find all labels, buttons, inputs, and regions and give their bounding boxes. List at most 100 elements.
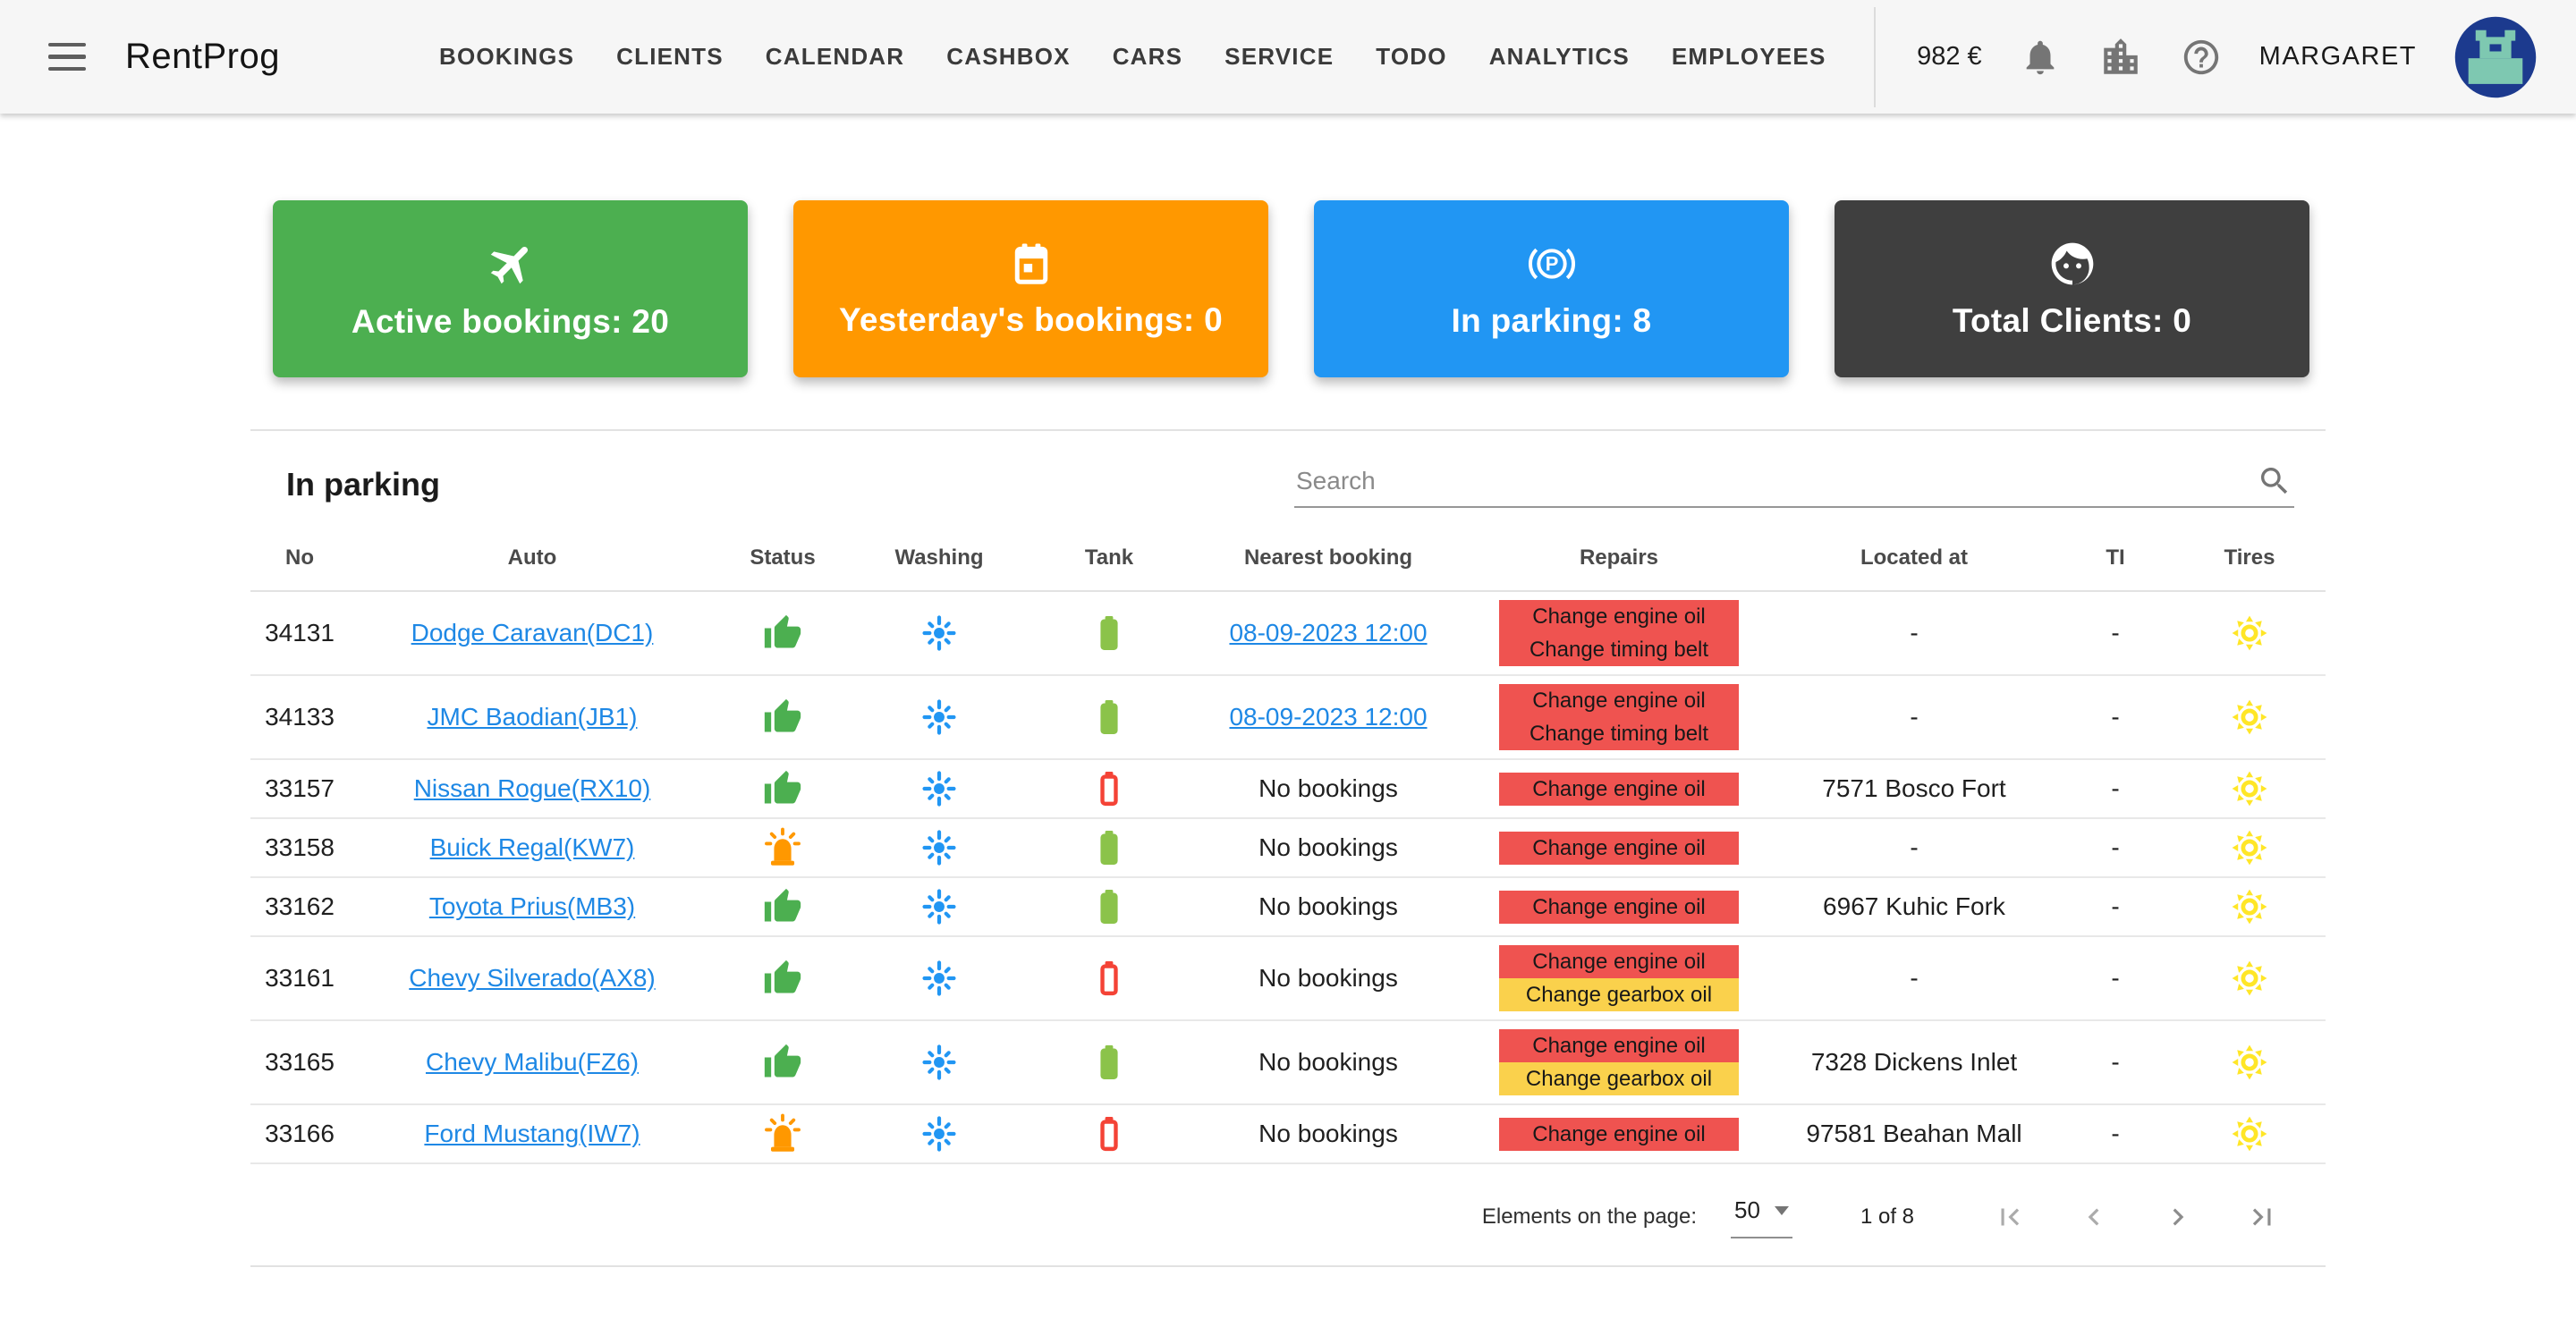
nav-item-cars[interactable]: CARS	[1112, 43, 1183, 70]
ti-text: -	[2111, 964, 2120, 992]
tank-full-icon[interactable]	[1089, 886, 1130, 927]
last-page-button[interactable]	[2245, 1200, 2279, 1234]
nav-item-cashbox[interactable]: CASHBOX	[946, 43, 1071, 70]
repair-chip[interactable]: Change engine oil	[1499, 890, 1739, 924]
car-link[interactable]: Toyota Prius(MB3)	[428, 892, 636, 920]
car-link[interactable]: Dodge Caravan(DC1)	[411, 619, 654, 647]
washing-icon[interactable]	[920, 1044, 958, 1081]
thumb-up-icon[interactable]	[763, 1043, 802, 1082]
company-building-icon[interactable]	[2098, 35, 2143, 80]
ti-text: -	[2111, 1120, 2120, 1147]
notifications-bell-icon[interactable]	[2020, 37, 2061, 78]
col-header-nearest[interactable]: Nearest booking	[1190, 531, 1467, 592]
repair-chip[interactable]: Change timing belt	[1499, 717, 1739, 750]
col-header-no[interactable]: No	[250, 531, 349, 592]
tank-full-icon[interactable]	[1089, 613, 1130, 654]
col-header-ti[interactable]: TI	[2057, 531, 2174, 592]
repair-chip[interactable]: Change timing belt	[1499, 633, 1739, 666]
card-active-bookings[interactable]: Active bookings: 20	[273, 200, 748, 377]
washing-icon[interactable]	[920, 770, 958, 807]
nearest-booking-link[interactable]: 08-09-2023 12:00	[1229, 703, 1428, 731]
svg-text:P: P	[1545, 252, 1558, 275]
thumb-up-icon[interactable]	[763, 697, 802, 737]
repair-chip[interactable]: Change engine oil	[1499, 1029, 1739, 1062]
balance-amount[interactable]: 982 €	[1917, 42, 1982, 71]
col-header-tires[interactable]: Tires	[2174, 531, 2326, 592]
car-link[interactable]: Buick Regal(KW7)	[429, 833, 635, 861]
page-size-select[interactable]: 50	[1731, 1195, 1792, 1238]
alarm-beacon-icon[interactable]	[762, 1113, 803, 1154]
repair-chip[interactable]: Change engine oil	[1499, 831, 1739, 865]
col-header-tank[interactable]: Tank	[1029, 531, 1190, 592]
nav-item-calendar[interactable]: CALENDAR	[765, 43, 905, 70]
repair-chip[interactable]: Change gearbox oil	[1499, 1062, 1739, 1095]
repair-chip[interactable]: Change engine oil	[1499, 600, 1739, 633]
col-header-repairs[interactable]: Repairs	[1467, 531, 1771, 592]
table-row: 33157 Nissan Rogue(RX10) No bookings Change…	[250, 759, 2326, 819]
nav-item-bookings[interactable]: BOOKINGS	[438, 43, 575, 70]
repair-chip[interactable]: Change gearbox oil	[1499, 978, 1739, 1011]
washing-icon[interactable]	[920, 1115, 958, 1153]
thumb-up-icon[interactable]	[763, 613, 802, 653]
previous-page-button[interactable]	[2077, 1200, 2111, 1234]
ti-text: -	[2111, 1048, 2120, 1076]
nav-item-service[interactable]: SERVICE	[1224, 43, 1335, 70]
main-nav: BOOKINGS CLIENTS CALENDAR CASHBOX CARS S…	[439, 43, 1826, 71]
sun-tires-icon[interactable]	[2231, 770, 2268, 807]
col-header-washing[interactable]: Washing	[850, 531, 1029, 592]
card-total-clients[interactable]: Total Clients: 0	[1835, 200, 2309, 377]
sun-tires-icon[interactable]	[2231, 1044, 2268, 1081]
help-icon[interactable]	[2181, 37, 2222, 78]
search-icon[interactable]	[2257, 463, 2292, 503]
tank-empty-icon[interactable]	[1089, 768, 1130, 809]
nav-item-clients[interactable]: CLIENTS	[616, 43, 724, 70]
car-link[interactable]: JMC Baodian(JB1)	[427, 703, 638, 731]
tank-empty-icon[interactable]	[1089, 958, 1130, 999]
next-page-button[interactable]	[2161, 1200, 2195, 1234]
washing-icon[interactable]	[920, 888, 958, 926]
tank-empty-icon[interactable]	[1089, 1113, 1130, 1154]
sun-tires-icon[interactable]	[2231, 829, 2268, 866]
card-yesterday-bookings[interactable]: Yesterday's bookings: 0	[793, 200, 1268, 377]
card-in-parking[interactable]: P In parking: 8	[1314, 200, 1789, 377]
nav-item-todo[interactable]: TODO	[1376, 43, 1447, 70]
col-header-status[interactable]: Status	[716, 531, 850, 592]
tank-full-icon[interactable]	[1089, 697, 1130, 738]
sun-tires-icon[interactable]	[2231, 614, 2268, 652]
washing-icon[interactable]	[920, 698, 958, 736]
car-link[interactable]: Chevy Silverado(AX8)	[409, 964, 656, 992]
washing-icon[interactable]	[920, 614, 958, 652]
menu-icon[interactable]	[47, 38, 88, 77]
car-link[interactable]: Chevy Malibu(FZ6)	[425, 1048, 640, 1076]
sun-tires-icon[interactable]	[2231, 959, 2268, 997]
col-header-located[interactable]: Located at	[1771, 531, 2057, 592]
repair-chip[interactable]: Change engine oil	[1499, 772, 1739, 806]
repair-chip[interactable]: Change engine oil	[1499, 1117, 1739, 1151]
col-header-auto[interactable]: Auto	[349, 531, 716, 592]
search-input[interactable]	[1296, 467, 2244, 495]
table-header-row: No Auto Status Washing Tank Nearest book…	[250, 531, 2326, 592]
sun-tires-icon[interactable]	[2231, 888, 2268, 926]
avatar[interactable]	[2454, 16, 2537, 98]
thumb-up-icon[interactable]	[763, 959, 802, 998]
nav-item-analytics[interactable]: ANALYTICS	[1488, 43, 1630, 70]
tank-full-icon[interactable]	[1089, 1042, 1130, 1083]
sun-tires-icon[interactable]	[2231, 698, 2268, 736]
washing-icon[interactable]	[920, 829, 958, 866]
booking-number: 33162	[265, 892, 335, 920]
repair-chip[interactable]: Change engine oil	[1499, 945, 1739, 978]
alarm-beacon-icon[interactable]	[762, 827, 803, 868]
thumb-up-icon[interactable]	[763, 769, 802, 808]
nearest-booking-text: No bookings	[1258, 964, 1398, 992]
car-link[interactable]: Ford Mustang(IW7)	[424, 1120, 640, 1147]
first-page-button[interactable]	[1993, 1200, 2027, 1234]
washing-icon[interactable]	[920, 959, 958, 997]
user-name[interactable]: MARGARET	[2258, 42, 2417, 71]
repair-chip[interactable]: Change engine oil	[1499, 684, 1739, 717]
sun-tires-icon[interactable]	[2231, 1115, 2268, 1153]
tank-full-icon[interactable]	[1089, 827, 1130, 868]
nearest-booking-link[interactable]: 08-09-2023 12:00	[1229, 619, 1428, 647]
nav-item-employees[interactable]: EMPLOYEES	[1671, 43, 1826, 70]
thumb-up-icon[interactable]	[763, 887, 802, 926]
car-link[interactable]: Nissan Rogue(RX10)	[413, 774, 651, 802]
